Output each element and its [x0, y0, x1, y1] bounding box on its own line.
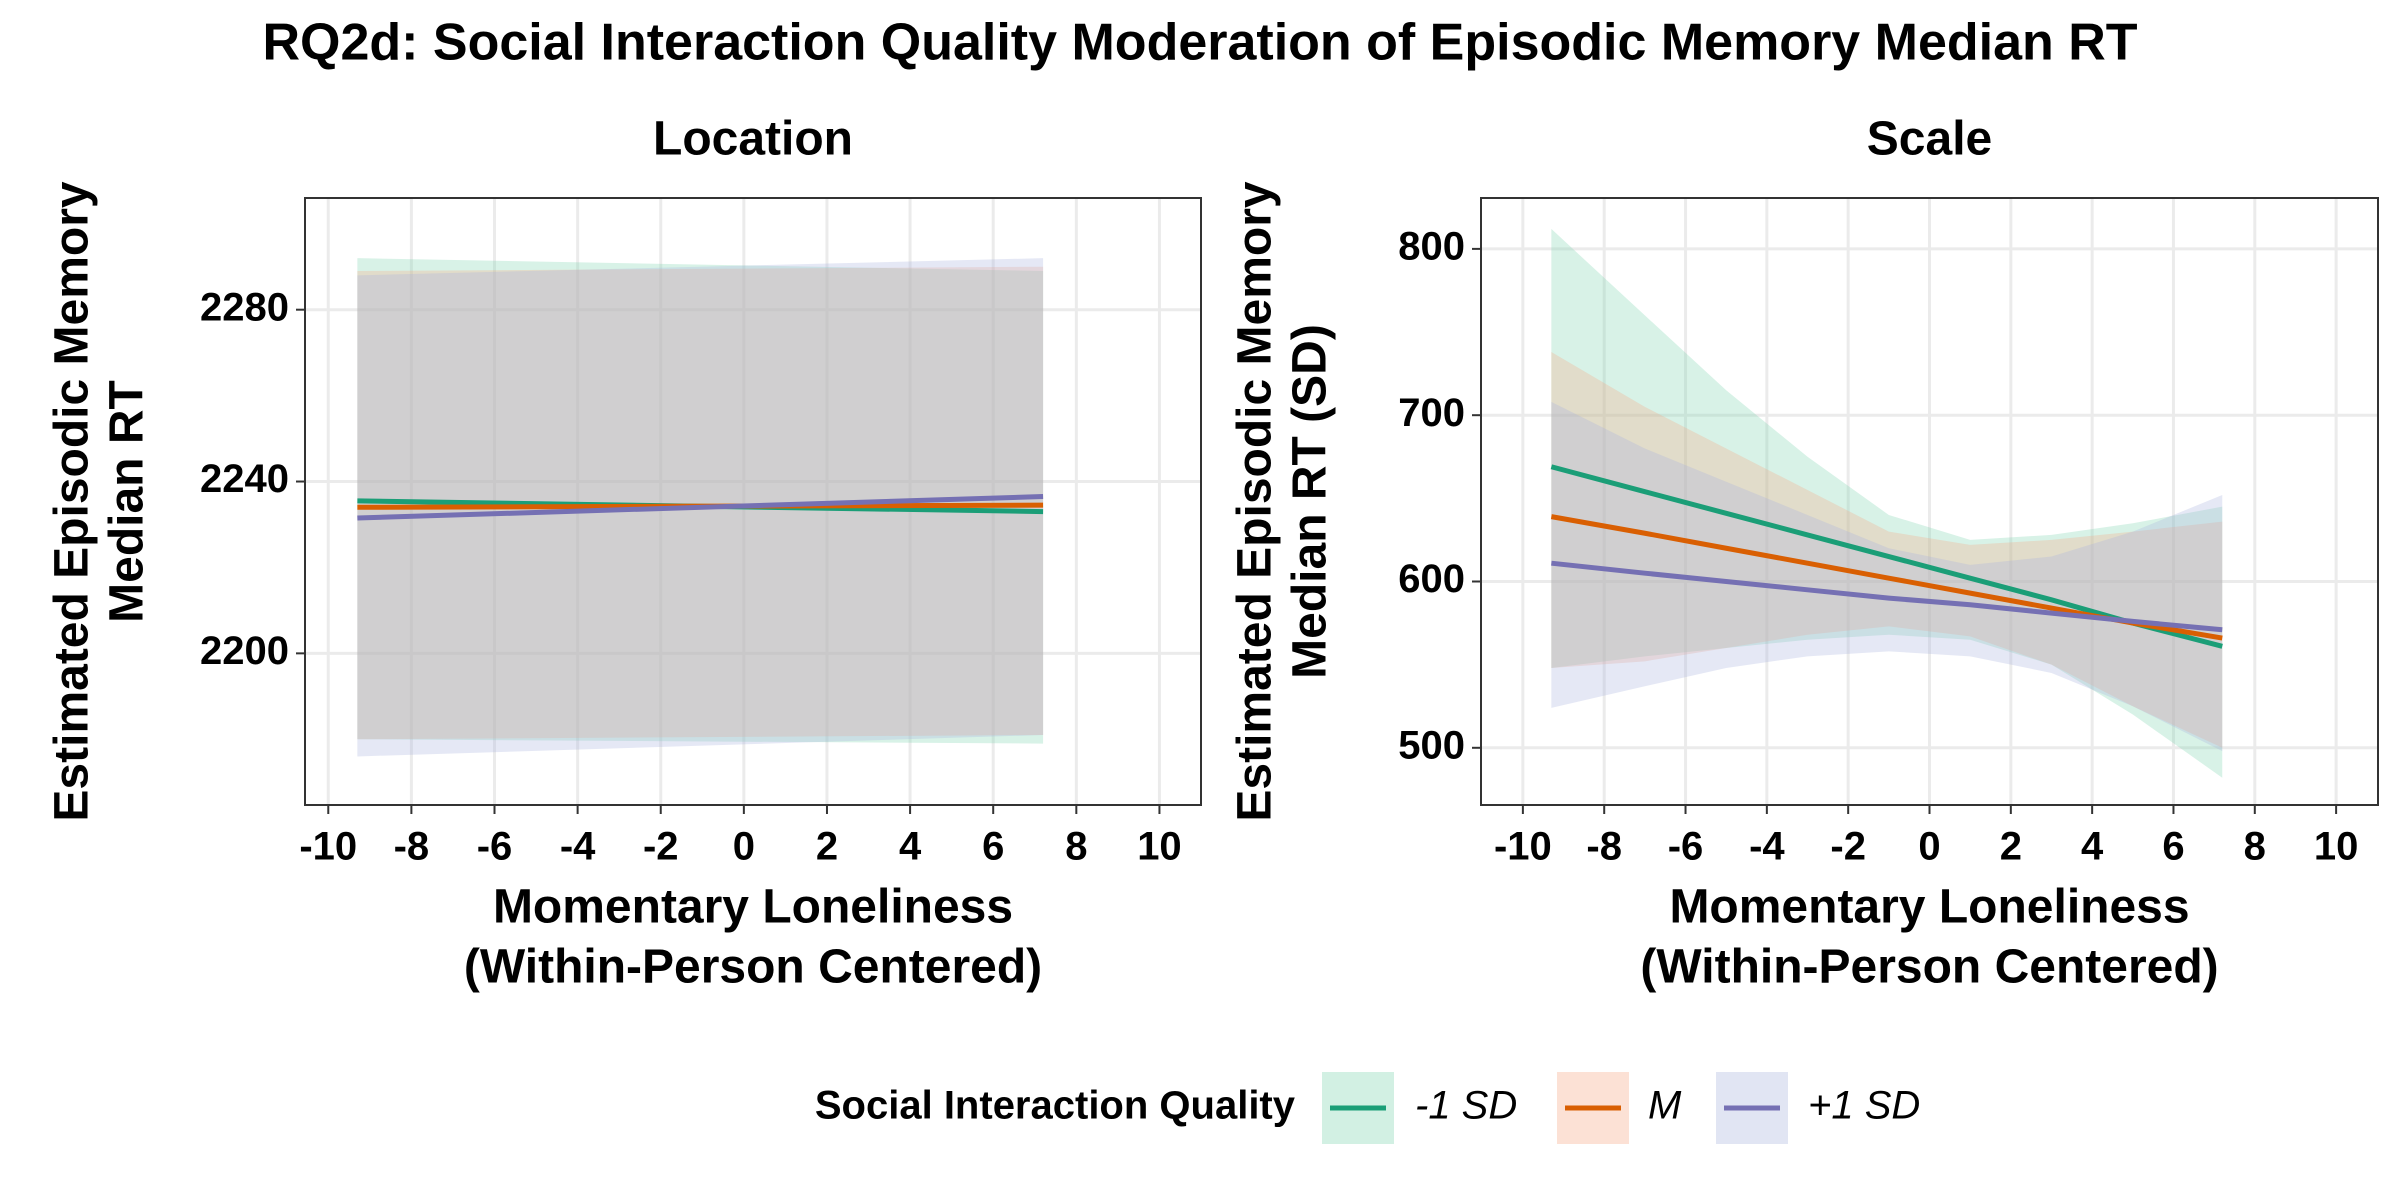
x-tick-label: -2: [1830, 825, 1866, 869]
confidence-band: [357, 258, 1044, 744]
y-axis-label: Estimated Episodic Memory: [1229, 181, 1282, 821]
x-tick-label: -6: [477, 825, 513, 869]
panel-title: Scale: [1867, 113, 1992, 166]
figure-title: RQ2d: Social Interaction Quality Moderat…: [262, 14, 2137, 72]
x-tick-label: -4: [560, 825, 596, 869]
series-line: [1550, 464, 2223, 649]
confidence-band: [1551, 228, 2223, 778]
y-axis-label: Estimated Episodic Memory: [46, 181, 99, 821]
x-tick-label: -4: [1749, 825, 1785, 869]
x-tick-label: 2: [816, 825, 838, 869]
legend-label: +1 SD: [1808, 1084, 1920, 1128]
x-axis-label: Momentary Loneliness: [493, 881, 1013, 934]
y-tick-label: 600: [1398, 557, 1465, 601]
x-tick-label: 8: [2244, 825, 2266, 869]
x-tick-label: 0: [1918, 825, 1940, 869]
panel-border: [304, 197, 1202, 806]
x-tick-label: 4: [899, 825, 922, 869]
x-tick-label: 2: [2000, 825, 2022, 869]
y-tick-label: 2240: [200, 457, 289, 501]
confidence-band: [357, 266, 1044, 740]
y-tick-label: 2280: [200, 285, 289, 329]
y-axis-label: Median RT: [101, 380, 154, 623]
series-line: [357, 494, 1044, 521]
y-axis-label: Median RT (SD): [1284, 324, 1337, 679]
x-axis-label: Momentary Loneliness: [1669, 881, 2189, 934]
x-tick-label: 4: [2081, 825, 2104, 869]
panel-title: Location: [653, 113, 853, 166]
y-tick-label: 500: [1398, 723, 1465, 767]
x-tick-label: -8: [1586, 825, 1622, 869]
x-tick-label: 0: [733, 825, 755, 869]
legend-title: Social Interaction Quality: [815, 1084, 1296, 1128]
y-tick-label: 800: [1398, 224, 1465, 268]
panel-border: [1480, 197, 2379, 806]
x-tick-label: 10: [2314, 825, 2359, 869]
x-tick-label: -2: [643, 825, 679, 869]
series-line: [1551, 560, 2223, 633]
y-tick-label: 700: [1398, 391, 1465, 435]
confidence-band: [1551, 351, 2223, 748]
legend-label: -1 SD: [1415, 1084, 1517, 1128]
x-tick-label: -10: [299, 825, 357, 869]
x-tick-label: -6: [1668, 825, 1704, 869]
x-axis-label: (Within-Person Centered): [1640, 941, 2218, 994]
x-axis-label: (Within-Person Centered): [464, 941, 1042, 994]
x-tick-label: -8: [394, 825, 430, 869]
legend-label: M: [1648, 1084, 1682, 1128]
x-tick-label: 6: [982, 825, 1004, 869]
y-tick-label: 2200: [200, 629, 289, 673]
x-tick-label: 6: [2162, 825, 2184, 869]
x-tick-label: 8: [1065, 825, 1087, 869]
x-tick-label: -10: [1494, 825, 1552, 869]
x-tick-label: 10: [1137, 825, 1182, 869]
